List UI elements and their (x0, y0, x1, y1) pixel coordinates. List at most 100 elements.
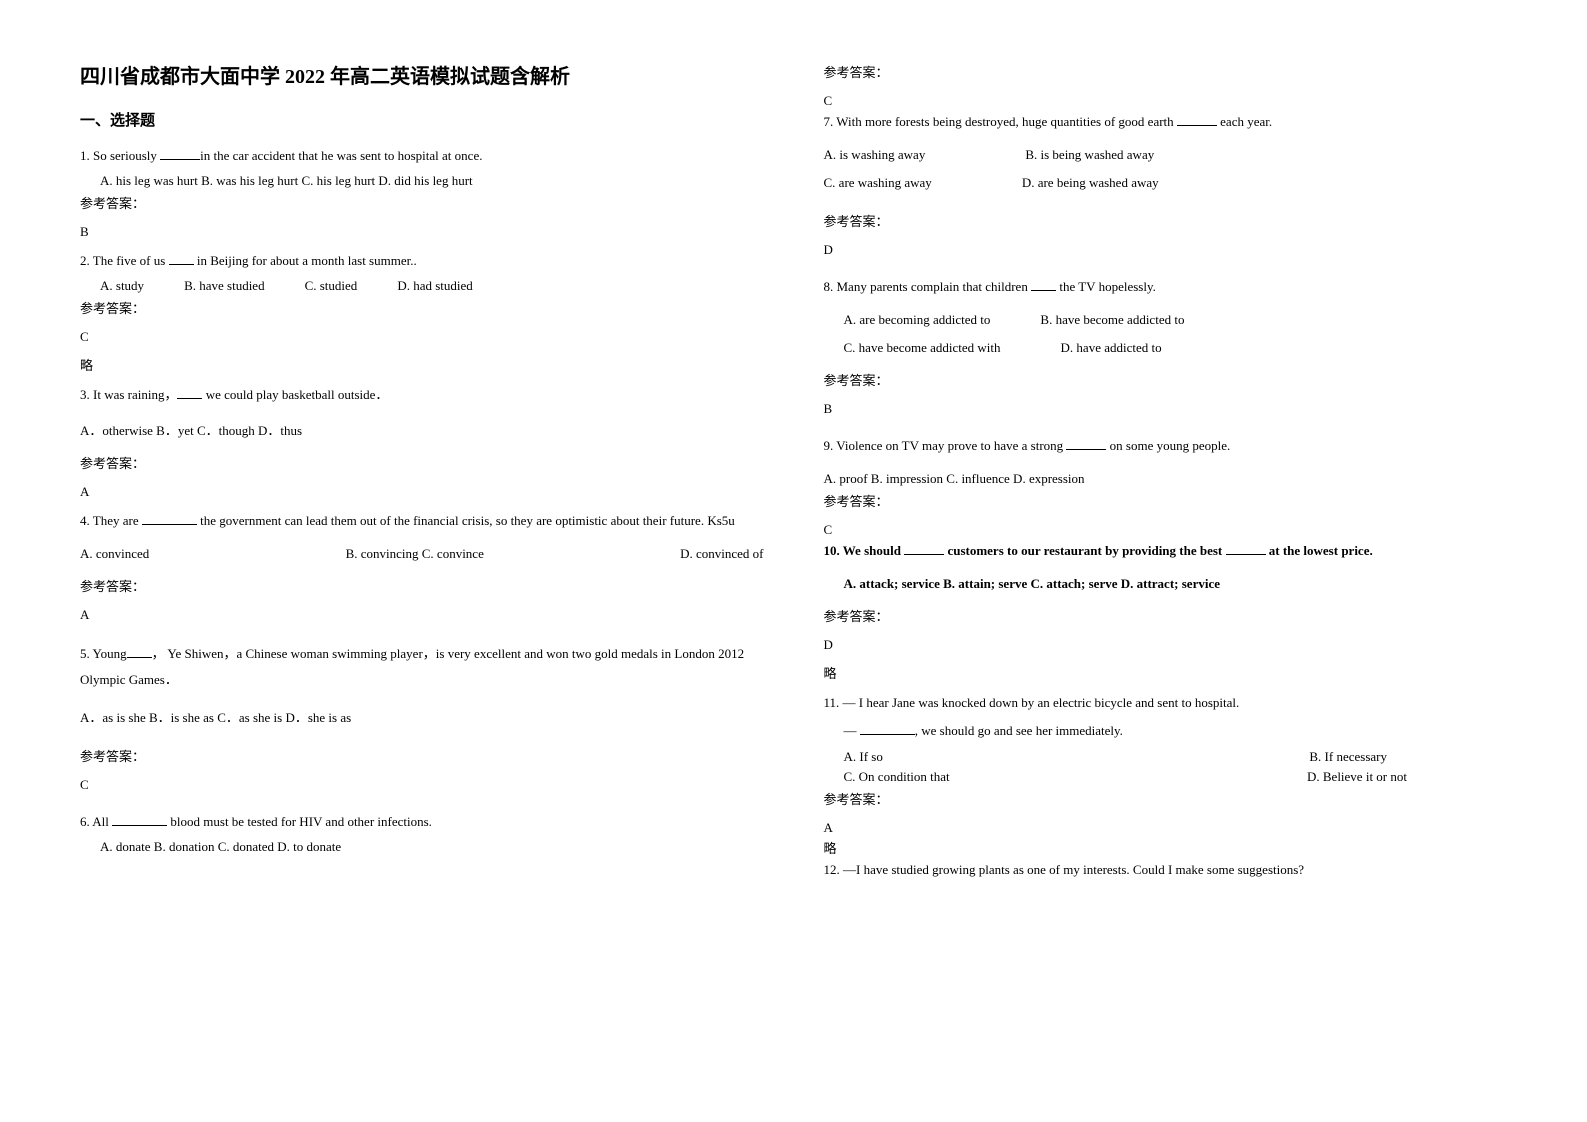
blank (1177, 114, 1217, 126)
q4-optD: D. convinced of (680, 546, 763, 562)
q11-note: 略 (824, 838, 1508, 857)
q6-options: A. donate B. donation C. donated D. to d… (80, 839, 764, 855)
answer-label: 参考答案： (80, 576, 764, 595)
q4-optA: A. convinced (80, 546, 149, 562)
q1-options: A. his leg was hurt B. was his leg hurt … (80, 173, 764, 189)
blank (1031, 279, 1056, 291)
question-1: 1. So seriously in the car accident that… (80, 145, 764, 167)
blank (177, 387, 202, 399)
q7-optC: C. are washing away (824, 175, 932, 191)
q2-text-before: 2. The five of us (80, 253, 169, 268)
q5-answer: C (80, 777, 764, 793)
q10-answer: D (824, 637, 1508, 653)
answer-label: 参考答案： (824, 606, 1508, 625)
q8-optA: A. are becoming addicted to (844, 312, 991, 328)
q4-answer: A (80, 607, 764, 623)
q2-text-after: in Beijing for about a month last summer… (194, 253, 417, 268)
q7-options-row2: C. are washing away D. are being washed … (824, 175, 1508, 191)
q3-options: A．otherwise B．yet C．though D．thus (80, 420, 764, 439)
q9-options: A. proof B. impression C. influence D. e… (824, 471, 1508, 487)
left-column: 四川省成都市大面中学 2022 年高二英语模拟试题含解析 一、选择题 1. So… (80, 60, 764, 887)
q3-text-after: we could play basketball outside． (202, 387, 388, 402)
answer-label: 参考答案： (824, 491, 1508, 510)
q1-text-before: 1. So seriously (80, 148, 160, 163)
q4-optC: C. convince (422, 546, 484, 561)
section-heading: 一、选择题 (80, 109, 764, 130)
q1-answer: B (80, 224, 764, 240)
question-10: 10. We should customers to our restauran… (824, 540, 1508, 562)
q9-answer: C (824, 522, 1508, 538)
q6-text-after: blood must be tested for HIV and other i… (167, 814, 432, 829)
q2-optA: A. study (100, 278, 144, 294)
question-8: 8. Many parents complain that children t… (824, 276, 1508, 298)
q8-text-after: the TV hopelessly. (1056, 279, 1156, 294)
q11-optA: A. If so (844, 749, 883, 765)
q8-optB: B. have become addicted to (1040, 312, 1184, 328)
q2-answer: C (80, 329, 764, 345)
question-9: 9. Violence on TV may prove to have a st… (824, 435, 1508, 457)
q2-note: 略 (80, 355, 764, 374)
q11-answer: A (824, 820, 1508, 836)
q11-optD: D. Believe it or not (1307, 769, 1407, 785)
question-5: 5. Young， Ye Shiwen，a Chinese woman swim… (80, 641, 764, 693)
q10-options: A. attack; service B. attain; serve C. a… (824, 576, 1508, 592)
q1-text-after: in the car accident that he was sent to … (200, 148, 482, 163)
blank (127, 646, 152, 658)
q3-text-before: 3. It was raining， (80, 387, 177, 402)
q11-line2-before: — (844, 723, 860, 738)
answer-label: 参考答案： (824, 62, 1508, 81)
blank (1066, 438, 1106, 450)
q5-text-after: ， Ye Shiwen，a Chinese woman swimming pla… (80, 646, 744, 687)
question-4: 4. They are the government can lead them… (80, 510, 764, 532)
q4-options: A. convinced B. convincing C. convince D… (80, 546, 764, 562)
question-3: 3. It was raining， we could play basketb… (80, 384, 764, 406)
q2-optC: C. studied (305, 278, 358, 294)
q10-text-after: at the lowest price. (1266, 543, 1373, 558)
q8-text-before: 8. Many parents complain that children (824, 279, 1032, 294)
q7-optD: D. are being washed away (1022, 175, 1159, 191)
right-column: 参考答案： C 7. With more forests being destr… (824, 60, 1508, 887)
blank (112, 814, 167, 826)
q2-optB: B. have studied (184, 278, 265, 294)
q4-optB: B. convincing (346, 546, 419, 561)
answer-label: 参考答案： (80, 193, 764, 212)
q2-options: A. study B. have studied C. studied D. h… (80, 278, 764, 294)
answer-label: 参考答案： (80, 298, 764, 317)
question-2: 2. The five of us in Beijing for about a… (80, 250, 764, 272)
q4-text-after: the government can lead them out of the … (197, 513, 735, 528)
q8-answer: B (824, 401, 1508, 417)
page-container: 四川省成都市大面中学 2022 年高二英语模拟试题含解析 一、选择题 1. So… (80, 60, 1507, 887)
q7-optB: B. is being washed away (1025, 147, 1154, 163)
q4-text-before: 4. They are (80, 513, 142, 528)
blank (904, 543, 944, 555)
q9-text-before: 9. Violence on TV may prove to have a st… (824, 438, 1067, 453)
blank (169, 253, 194, 265)
answer-label: 参考答案： (824, 789, 1508, 808)
q11-optB: B. If necessary (1309, 749, 1387, 765)
q8-optD: D. have addicted to (1061, 340, 1162, 356)
q10-text-mid: customers to our restaurant by providing… (944, 543, 1225, 558)
question-7: 7. With more forests being destroyed, hu… (824, 111, 1508, 133)
answer-label: 参考答案： (80, 453, 764, 472)
blank (860, 723, 915, 735)
q7-optA: A. is washing away (824, 147, 926, 163)
q5-options: A．as is she B．is she as C．as she is D．sh… (80, 707, 764, 726)
q6-text-before: 6. All (80, 814, 112, 829)
q6-answer: C (824, 93, 1508, 109)
q8-options-row1: A. are becoming addicted to B. have beco… (824, 312, 1508, 328)
q11-optC: C. On condition that (844, 769, 950, 785)
question-6: 6. All blood must be tested for HIV and … (80, 811, 764, 833)
blank (142, 513, 197, 525)
q9-text-after: on some young people. (1106, 438, 1230, 453)
page-title: 四川省成都市大面中学 2022 年高二英语模拟试题含解析 (80, 60, 764, 89)
question-11-line1: 11. — I hear Jane was knocked down by an… (824, 692, 1508, 714)
q2-optD: D. had studied (397, 278, 472, 294)
q3-answer: A (80, 484, 764, 500)
q10-text-before: 10. We should (824, 543, 905, 558)
q8-optC: C. have become addicted with (844, 340, 1001, 356)
q8-options-row2: C. have become addicted with D. have add… (824, 340, 1508, 356)
blank (1226, 543, 1266, 555)
answer-label: 参考答案： (80, 746, 764, 765)
blank (160, 148, 200, 160)
q11-options-row2: C. On condition that D. Believe it or no… (824, 769, 1508, 785)
